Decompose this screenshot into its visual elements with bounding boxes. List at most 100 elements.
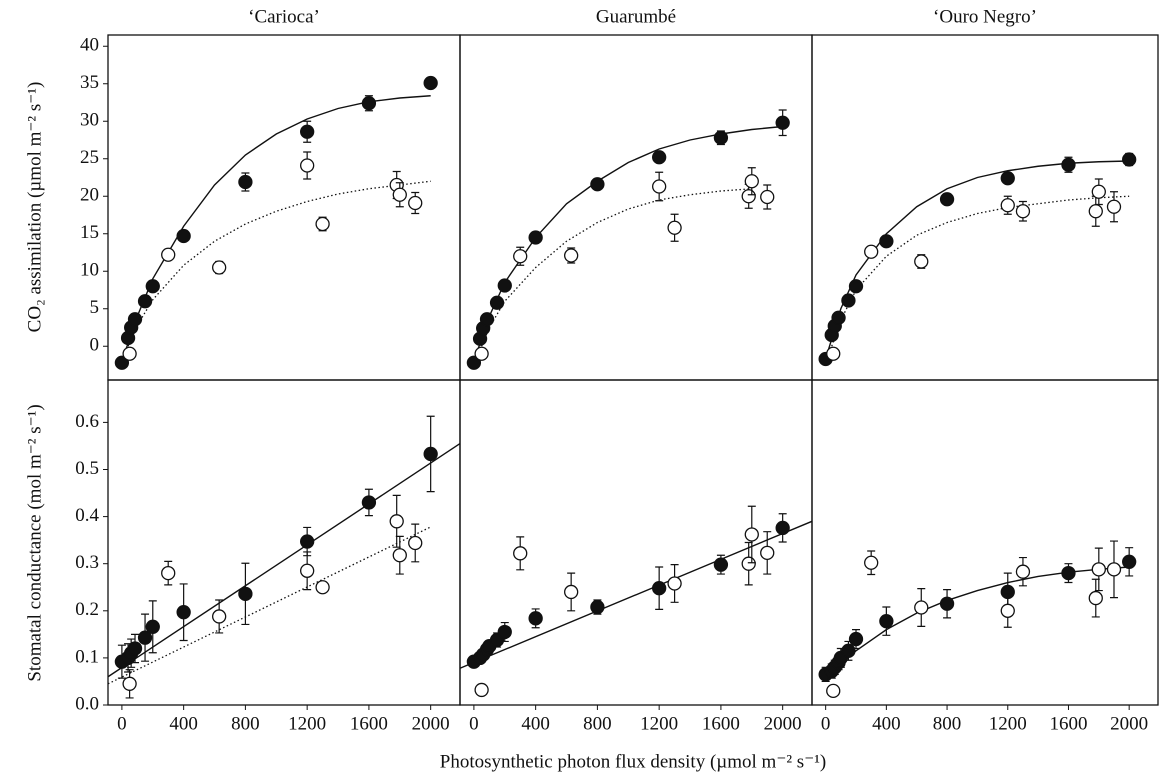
- y-tick-label: 25: [80, 147, 99, 168]
- panel-frame: [459, 379, 813, 706]
- data-point: [212, 609, 227, 624]
- data-point: [667, 576, 682, 591]
- panel-frame: [107, 34, 461, 381]
- data-point: [939, 596, 955, 611]
- data-point: [238, 586, 253, 601]
- plot-area: [114, 75, 438, 370]
- x-tick-label: 1200: [640, 713, 678, 734]
- plot-area: [818, 152, 1137, 367]
- data-point: [914, 600, 929, 615]
- data-point: [513, 546, 528, 561]
- fit-line: [473, 125, 783, 362]
- data-point: [528, 611, 543, 626]
- panel-title: ‘Ouro Negro’: [933, 6, 1037, 27]
- data-point: [848, 279, 864, 294]
- data-point: [652, 581, 667, 596]
- data-point: [864, 244, 879, 259]
- data-point: [127, 641, 143, 656]
- x-tick-label: 1600: [702, 713, 740, 734]
- x-tick-label: 800: [231, 713, 260, 734]
- y-axis-label: Stomatal conductance (mol m⁻² s⁻¹): [24, 404, 45, 681]
- data-point: [1091, 562, 1106, 577]
- data-point: [1122, 554, 1137, 569]
- data-point: [1000, 171, 1015, 186]
- data-point: [315, 216, 330, 232]
- data-point: [474, 682, 489, 698]
- data-point: [1106, 199, 1122, 214]
- y-tick-label: 20: [80, 185, 99, 206]
- data-point: [848, 631, 864, 647]
- y-tick-label: 0.6: [75, 411, 99, 432]
- y-tick-label: 35: [80, 72, 99, 93]
- panel-frame: [811, 34, 1159, 381]
- data-point: [423, 446, 438, 462]
- data-point: [744, 527, 759, 542]
- data-point: [864, 555, 879, 570]
- data-point: [300, 534, 315, 549]
- data-point: [479, 312, 495, 327]
- data-point: [408, 535, 423, 551]
- data-point: [1015, 564, 1031, 579]
- data-point: [176, 228, 191, 244]
- data-point: [497, 278, 512, 293]
- data-point: [137, 294, 153, 309]
- data-point: [652, 150, 667, 165]
- data-point: [497, 624, 512, 640]
- data-point: [914, 254, 929, 269]
- fit-line: [121, 95, 431, 362]
- data-point: [161, 565, 176, 581]
- data-point: [826, 346, 841, 361]
- fit-line: [127, 180, 431, 347]
- data-point: [741, 189, 756, 204]
- data-point: [513, 249, 528, 264]
- x-tick-label: 400: [872, 713, 901, 734]
- y-tick-label: 0.2: [75, 599, 99, 620]
- data-point: [466, 355, 482, 370]
- y-tick-label: 15: [80, 222, 99, 243]
- data-point: [423, 75, 438, 91]
- y-tick-label: 0.5: [75, 458, 99, 479]
- data-point: [145, 279, 160, 294]
- data-point: [841, 293, 856, 308]
- x-axis-label: Photosynthetic photon flux density (µmol…: [440, 751, 827, 772]
- y-tick-label: 0.1: [75, 646, 99, 667]
- data-point: [590, 599, 605, 615]
- data-point: [713, 557, 729, 572]
- data-point: [564, 248, 579, 263]
- data-point: [1000, 603, 1015, 618]
- data-point: [775, 115, 790, 130]
- data-point: [145, 619, 160, 634]
- data-point: [176, 605, 191, 620]
- plot-area: [108, 415, 460, 699]
- data-point: [361, 96, 377, 111]
- data-point: [389, 514, 404, 529]
- data-point: [775, 520, 790, 536]
- data-point: [122, 346, 137, 361]
- data-point: [744, 174, 759, 189]
- x-tick-label: 800: [933, 713, 962, 734]
- data-point: [1000, 198, 1015, 213]
- panel-title: Guarumbé: [596, 6, 676, 27]
- fit-line: [460, 520, 812, 669]
- plot-area: [460, 505, 812, 698]
- data-point: [114, 355, 130, 370]
- data-point: [137, 630, 153, 645]
- data-point: [122, 676, 137, 691]
- data-point: [300, 124, 315, 139]
- x-tick-label: 2000: [764, 713, 802, 734]
- x-tick-label: 1600: [1049, 713, 1087, 734]
- y-tick-label: 0.4: [75, 505, 99, 526]
- fit-line: [825, 566, 1130, 678]
- data-point: [161, 247, 176, 262]
- data-point: [1061, 157, 1076, 172]
- x-tick-label: 800: [583, 713, 612, 734]
- fit-line: [831, 195, 1130, 347]
- data-point: [760, 189, 775, 205]
- y-tick-label: 40: [80, 35, 99, 56]
- x-tick-label: 2000: [412, 713, 450, 734]
- data-point: [1091, 184, 1106, 199]
- x-tick-label: 400: [169, 713, 198, 734]
- data-point: [489, 295, 505, 310]
- y-tick-label: 0: [90, 335, 100, 356]
